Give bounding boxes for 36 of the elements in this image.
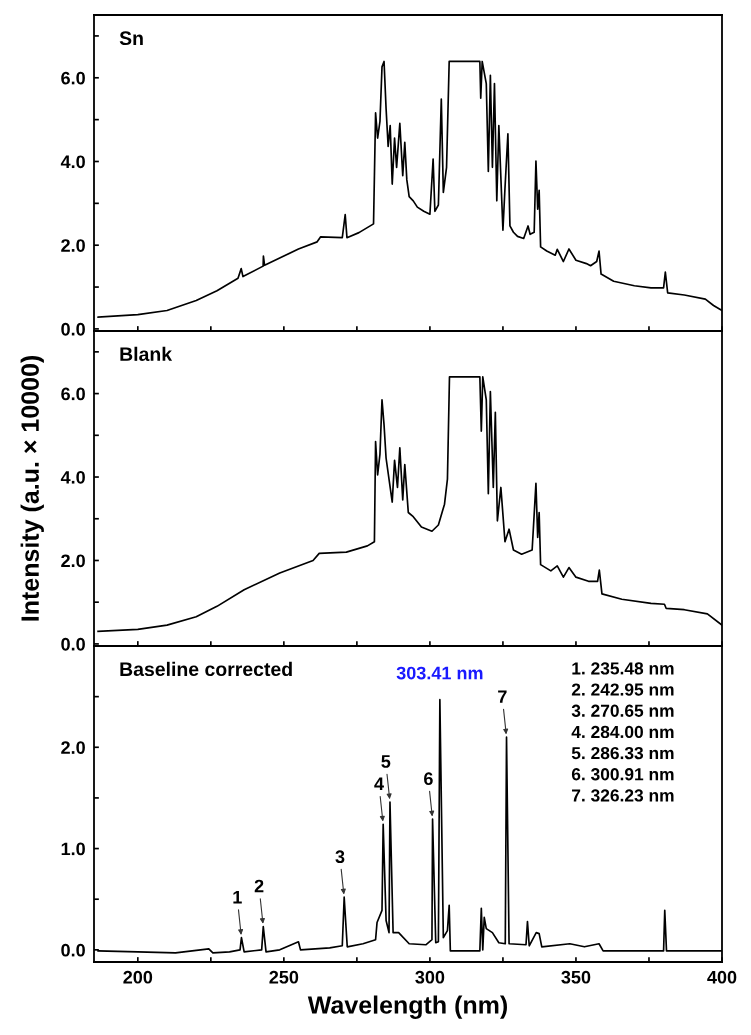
y-tick-label: 6.0 — [61, 71, 85, 85]
y-tick-label: 2.0 — [61, 554, 85, 568]
annotation: 7 — [498, 690, 507, 703]
text: Blank — [120, 346, 173, 362]
y-tick-label: 0.0 — [61, 322, 85, 336]
annotation: 303.41 nm — [396, 666, 483, 680]
annotation: 3 — [335, 850, 345, 864]
x-tick-label: 350 — [561, 970, 591, 984]
annotation: 4 — [374, 777, 384, 790]
annotation: 2. 242.95 nm — [571, 683, 674, 696]
annotation: 1. 235.48 nm — [572, 662, 674, 675]
x-tick-label: 300 — [415, 970, 445, 984]
annotation: 5 — [381, 755, 391, 768]
x-tick-label: 400 — [707, 970, 737, 984]
annotation: 7. 326.23 nm — [572, 789, 674, 802]
y-tick-label: 6.0 — [61, 387, 85, 401]
x-axis-title: Wavelength (nm) — [307, 995, 507, 1019]
annotation: 3. 270.65 nm — [571, 704, 674, 717]
y-tick-label: 4.0 — [60, 470, 85, 484]
annotation: 6. 300.91 nm — [571, 768, 674, 781]
annotation: 5. 286.33 nm — [571, 746, 674, 760]
annotation: 4. 284.00 nm — [571, 725, 674, 739]
annotation: 6 — [424, 772, 433, 786]
y-tick-label: 2.0 — [61, 239, 85, 252]
y-tick-label: 1.0 — [61, 842, 85, 856]
annotation: 2 — [254, 879, 264, 893]
annotation: 1 — [233, 890, 242, 904]
y-axis-title: Intensity (a.u. × 10000) — [20, 356, 44, 621]
y-tick-label: 4.0 — [60, 155, 85, 169]
text: Baseline corrected — [120, 661, 292, 677]
y-tick-label: 2.0 — [61, 741, 85, 754]
y-tick-label: 0.0 — [61, 637, 85, 651]
text: Sn — [119, 31, 143, 46]
y-tick-label: 0.0 — [61, 943, 85, 957]
x-tick-label: 200 — [123, 970, 153, 984]
x-tick-label: 250 — [269, 970, 299, 984]
